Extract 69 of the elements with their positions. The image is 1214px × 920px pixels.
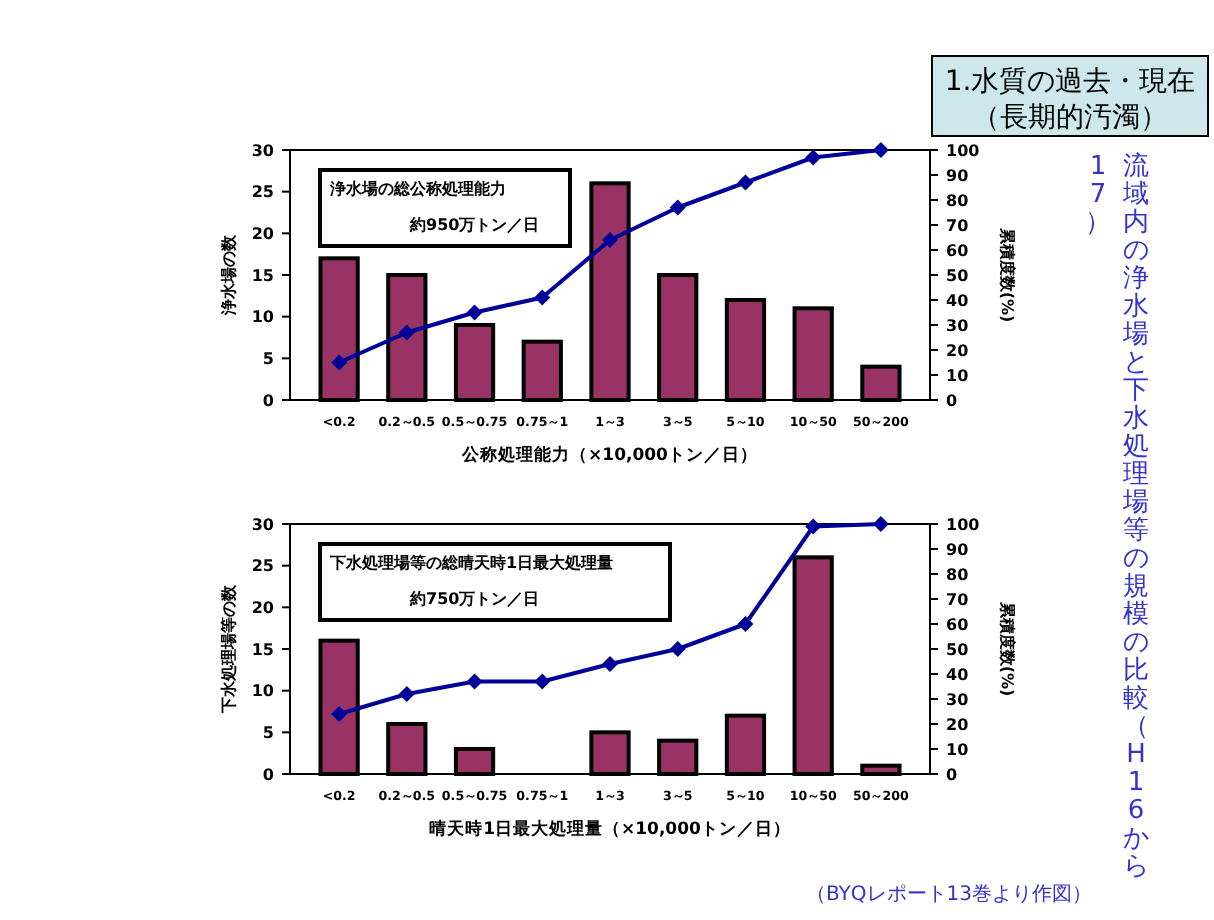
y2-axis-title: 累積度数(%) bbox=[998, 599, 1018, 697]
y2-tick-label: 40 bbox=[946, 665, 970, 684]
y-tick-label: 20 bbox=[251, 598, 275, 617]
text: （BYQレポート13巻より作図） bbox=[805, 882, 1092, 906]
y-tick-label: 15 bbox=[251, 266, 275, 285]
y2-tick-label: 80 bbox=[946, 191, 970, 210]
point bbox=[466, 673, 483, 690]
point bbox=[602, 232, 618, 248]
y-tick-label: 10 bbox=[251, 682, 275, 701]
x-axis-title: 公称処理能力（×10,000トン／日） bbox=[460, 444, 758, 466]
y-axis-title: 浄水場の数 bbox=[220, 233, 238, 317]
point bbox=[331, 354, 348, 371]
y-tick-label: 5 bbox=[262, 349, 275, 368]
point bbox=[669, 641, 686, 657]
point bbox=[331, 706, 348, 722]
point bbox=[398, 324, 415, 341]
y-tick-label: 25 bbox=[251, 183, 275, 202]
y2-tick-label: 30 bbox=[946, 690, 970, 709]
y2-tick-label: 0 bbox=[946, 391, 958, 410]
y-tick-label: 30 bbox=[251, 515, 275, 534]
y-tick-label: 20 bbox=[251, 224, 275, 243]
y2-tick-label: 0 bbox=[946, 765, 958, 784]
annotation: 下水処理場等の総晴天時1日最大処理量 bbox=[328, 554, 614, 572]
y-axis-title: 下水処理場等の数 bbox=[220, 583, 238, 715]
y-tick-label: 15 bbox=[251, 640, 275, 659]
y2-tick-label: 10 bbox=[946, 740, 970, 759]
y2-tick-label: 20 bbox=[946, 715, 970, 734]
y2-tick-label: 90 bbox=[946, 540, 970, 559]
y2-tick-label: 80 bbox=[946, 565, 970, 584]
text: 17） bbox=[1085, 152, 1111, 238]
text: 流域内の浄水場と下水処理場等の規模の比較（H16から bbox=[1123, 152, 1149, 882]
y2-tick-label: 50 bbox=[946, 640, 970, 659]
y-tick-label: 5 bbox=[262, 723, 275, 742]
point bbox=[872, 516, 889, 532]
annotation: 約950万トン／日 bbox=[408, 216, 540, 234]
point bbox=[602, 656, 618, 672]
annotation: 浄水場の総公称処理能力 bbox=[328, 180, 506, 198]
y2-tick-label: 60 bbox=[946, 615, 970, 634]
point bbox=[737, 174, 754, 191]
y2-tick-label: 40 bbox=[946, 291, 970, 310]
point bbox=[534, 673, 551, 690]
point bbox=[669, 199, 686, 216]
y2-tick-label: 60 bbox=[946, 241, 970, 260]
y2-tick-label: 100 bbox=[946, 141, 981, 160]
y2-axis-title: 累積度数(%) bbox=[998, 225, 1018, 323]
point bbox=[466, 304, 483, 321]
point bbox=[805, 518, 822, 535]
y2-tick-label: 10 bbox=[946, 366, 970, 385]
text: 1.水質の過去・現在 bbox=[944, 66, 1196, 98]
y2-tick-label: 90 bbox=[946, 166, 970, 185]
y-tick-label: 25 bbox=[251, 557, 275, 576]
y2-tick-label: 20 bbox=[946, 341, 970, 360]
point bbox=[398, 686, 415, 702]
y2-tick-label: 100 bbox=[946, 515, 981, 534]
point bbox=[737, 616, 754, 632]
y2-tick-label: 50 bbox=[946, 266, 970, 285]
y2-tick-label: 70 bbox=[946, 216, 970, 235]
text: （長期的汚濁） bbox=[972, 102, 1168, 134]
annotation: 約750万トン／日 bbox=[408, 590, 540, 608]
point bbox=[805, 149, 822, 166]
point bbox=[534, 289, 551, 306]
y2-tick-label: 70 bbox=[946, 590, 970, 609]
y-tick-label: 10 bbox=[251, 308, 275, 327]
y-tick-label: 0 bbox=[262, 765, 275, 784]
y2-tick-label: 30 bbox=[946, 316, 970, 335]
x-axis-title: 晴天時1日最大処理量（×10,000トン／日） bbox=[429, 818, 791, 840]
point bbox=[872, 142, 889, 158]
y-tick-label: 0 bbox=[262, 391, 275, 410]
y-tick-label: 30 bbox=[251, 141, 275, 160]
